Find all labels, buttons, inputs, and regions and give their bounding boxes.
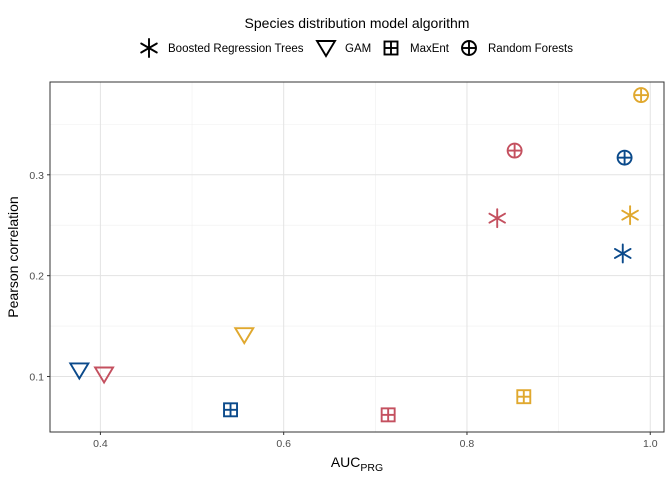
y-tick-label: 0.2	[29, 271, 44, 283]
x-tick-label: 1.0	[643, 438, 658, 450]
data-point	[516, 389, 532, 405]
axes: 0.4 0.6 0.8 1.0 0.1 0.2 0.3	[29, 170, 657, 450]
data-point	[93, 366, 115, 385]
data-point	[614, 243, 632, 264]
legend-key-triangle-down	[315, 40, 337, 58]
legend-key-circleplus	[461, 40, 477, 56]
data-point	[488, 208, 506, 229]
legend: Boosted Regression Trees GAM MaxEnt Random …	[140, 38, 573, 58]
data-point	[223, 402, 238, 418]
x-axis-label-main: AUC	[331, 454, 361, 470]
data-points	[68, 87, 650, 423]
legend-label: MaxEnt	[410, 43, 450, 55]
legend-item: Boosted Regression Trees	[140, 38, 304, 58]
x-axis-label: AUCPRG	[331, 454, 383, 474]
data-point	[506, 142, 523, 159]
x-axis-label-subscript: PRG	[360, 462, 383, 474]
data-point	[233, 327, 255, 346]
plot-panel	[50, 82, 664, 432]
data-point	[68, 362, 91, 381]
legend-key-asterisk	[140, 38, 158, 58]
legend-item: MaxEnt	[383, 40, 450, 56]
data-point	[633, 87, 650, 104]
legend-item: GAM	[315, 40, 371, 58]
legend-key-boxplus	[383, 40, 399, 56]
legend-title: Species distribution model algorithm	[245, 15, 470, 31]
legend-label: Random Forests	[488, 43, 573, 55]
legend-item: Random Forests	[461, 40, 573, 56]
x-tick-label: 0.8	[460, 438, 475, 450]
legend-label: Boosted Regression Trees	[168, 43, 304, 55]
y-tick-label: 0.3	[29, 170, 44, 182]
y-tick-label: 0.1	[29, 372, 44, 384]
x-tick-label: 0.6	[276, 438, 291, 450]
data-point	[616, 149, 633, 166]
gridlines	[50, 82, 664, 432]
y-axis-label: Pearson correlation	[5, 196, 21, 317]
data-point	[621, 205, 639, 226]
x-tick-label: 0.4	[93, 438, 108, 450]
data-point	[380, 407, 396, 423]
plot-border	[49, 81, 665, 433]
legend-label: GAM	[345, 43, 371, 55]
